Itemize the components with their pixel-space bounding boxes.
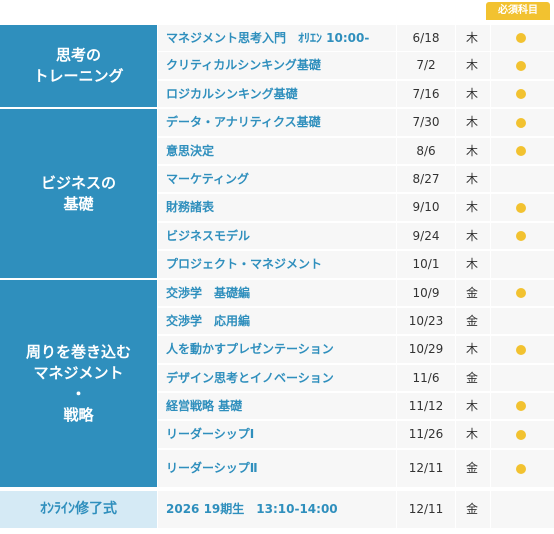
course-name: マネジメント思考入門 ｵﾘｴﾝ 10:00- <box>166 31 370 45</box>
course-name: 交渉学 応用編 <box>166 314 251 328</box>
table-row: プロジェクト・マネジメント 10/1 木 <box>158 251 554 278</box>
required-dot-icon <box>516 345 526 355</box>
required-dot-icon <box>516 61 526 71</box>
category-business-basics: ビジネスの 基礎 <box>0 109 157 278</box>
course-date: 9/10 <box>412 200 440 214</box>
category-label: 周りを巻き込む マネジメント ・ 戦略 <box>25 342 131 424</box>
course-name: デザイン思考とイノベーション <box>166 371 334 385</box>
course-weekday: 木 <box>465 31 478 45</box>
course-date: 6/18 <box>412 31 440 45</box>
course-weekday: 木 <box>465 200 478 214</box>
table-row: 2026 19期生 13:10-14:00 12/11 金 <box>158 491 554 528</box>
course-weekday: 金 <box>465 461 478 475</box>
required-dot-icon <box>516 430 526 440</box>
course-date: 7/2 <box>416 58 436 72</box>
required-dot-icon <box>516 146 526 156</box>
table-row: 財務諸表 9/10 木 <box>158 194 554 221</box>
course-name: 2026 19期生 13:10-14:00 <box>166 502 338 516</box>
course-name: 経営戦略 基礎 <box>166 399 243 413</box>
table-row: 人を動かすプレゼンテーション 10/29 木 <box>158 336 554 363</box>
table-row: ロジカルシンキング基礎 7/16 木 <box>158 81 554 107</box>
course-date: 9/24 <box>412 229 440 243</box>
required-dot-icon <box>516 401 526 411</box>
course-weekday: 金 <box>465 286 478 300</box>
required-dot-icon <box>516 118 526 128</box>
course-weekday: 木 <box>465 58 478 72</box>
course-weekday: 金 <box>465 371 478 385</box>
table-row: デザイン思考とイノベーション 11/6 金 <box>158 365 554 391</box>
category-label: 思考の トレーニング <box>33 46 124 85</box>
course-date: 10/9 <box>412 286 440 300</box>
required-dot-icon <box>516 288 526 298</box>
category-label: ビジネスの 基礎 <box>40 173 116 213</box>
table-row: データ・アナリティクス基礎 7/30 木 <box>158 109 554 136</box>
course-name: リーダーシップⅠ <box>166 427 255 441</box>
column-divider <box>490 25 491 528</box>
table-row: クリティカルシンキング基礎 7/2 木 <box>158 52 554 79</box>
course-date: 11/12 <box>408 399 444 413</box>
table-row: リーダーシップⅠ 11/26 木 <box>158 421 554 448</box>
category-label: ｵﾝﾗｲﾝ修了式 <box>40 501 117 517</box>
table-row: ビジネスモデル 9/24 木 <box>158 223 554 249</box>
course-weekday: 木 <box>465 342 478 356</box>
course-date: 8/6 <box>416 144 436 158</box>
category-management-strategy: 周りを巻き込む マネジメント ・ 戦略 <box>0 280 157 487</box>
course-name: 交渉学 基礎編 <box>166 286 251 300</box>
course-weekday: 木 <box>465 229 478 243</box>
course-date: 8/27 <box>412 172 440 186</box>
course-weekday: 木 <box>465 257 478 271</box>
table-row: マネジメント思考入門 ｵﾘｴﾝ 10:00- 6/18 木 <box>158 25 554 51</box>
table-row: 交渉学 応用編 10/23 金 <box>158 308 554 334</box>
required-subject-badge: 必須科目 <box>486 2 550 20</box>
course-name: データ・アナリティクス基礎 <box>166 115 321 129</box>
course-date: 7/30 <box>412 115 440 129</box>
course-name: プロジェクト・マネジメント <box>166 257 323 271</box>
required-dot-icon <box>516 89 526 99</box>
course-name: クリティカルシンキング基礎 <box>166 58 321 72</box>
column-divider <box>455 25 456 528</box>
course-name: ロジカルシンキング基礎 <box>166 87 298 101</box>
course-weekday: 木 <box>465 144 478 158</box>
course-date: 12/11 <box>408 502 444 516</box>
course-weekday: 木 <box>465 399 478 413</box>
course-name: 意思決定 <box>166 144 215 158</box>
course-weekday: 木 <box>465 115 478 129</box>
table-row: マーケティング 8/27 木 <box>158 166 554 192</box>
course-date: 10/1 <box>412 257 440 271</box>
course-name: ビジネスモデル <box>166 229 251 243</box>
course-name: リーダーシップⅡ <box>166 461 258 475</box>
course-weekday: 金 <box>465 502 478 516</box>
column-divider <box>396 25 397 528</box>
course-date: 10/23 <box>408 314 444 328</box>
required-dot-icon <box>516 203 526 213</box>
course-weekday: 金 <box>465 314 478 328</box>
course-weekday: 木 <box>465 87 478 101</box>
table-row: リーダーシップⅡ 12/11 金 <box>158 450 554 487</box>
category-online-graduation: ｵﾝﾗｲﾝ修了式 <box>0 491 157 528</box>
course-weekday: 木 <box>465 172 478 186</box>
course-date: 12/11 <box>408 461 444 475</box>
course-date: 10/29 <box>408 342 444 356</box>
required-dot-icon <box>516 464 526 474</box>
course-date: 11/6 <box>412 371 440 385</box>
table-row: 交渉学 基礎編 10/9 金 <box>158 280 554 306</box>
course-name: 財務諸表 <box>166 200 215 214</box>
course-name: 人を動かすプレゼンテーション <box>166 342 334 356</box>
course-weekday: 木 <box>465 427 478 441</box>
table-row: 意思決定 8/6 木 <box>158 138 554 164</box>
table-row: 経営戦略 基礎 11/12 木 <box>158 393 554 419</box>
required-dot-icon <box>516 231 526 241</box>
course-name: マーケティング <box>166 172 250 186</box>
course-date: 11/26 <box>408 427 444 441</box>
course-date: 7/16 <box>412 87 440 101</box>
category-thinking-training: 思考の トレーニング <box>0 25 157 107</box>
required-dot-icon <box>516 33 526 43</box>
